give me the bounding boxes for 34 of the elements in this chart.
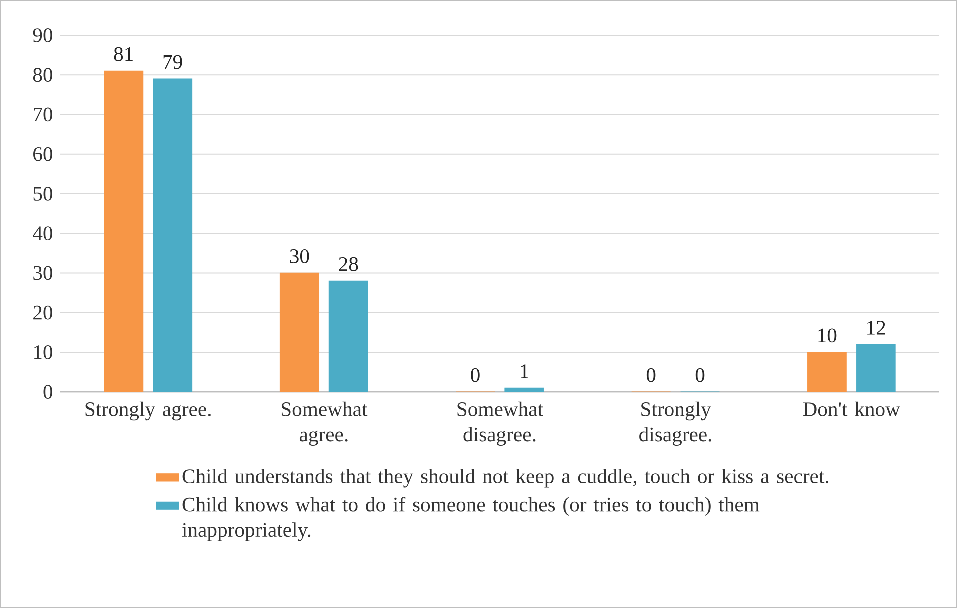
data-label: 1: [521, 364, 528, 378]
bar: [807, 352, 847, 392]
data-label: 0: [696, 368, 705, 382]
y-tick-label: 80: [33, 68, 52, 82]
y-tick-label: 70: [34, 108, 52, 122]
data-label: 81: [114, 47, 133, 62]
y-tick-label: 30: [34, 266, 52, 280]
data-label: 30: [290, 249, 310, 264]
data-label: 12: [868, 320, 886, 335]
y-tick-label: 40: [33, 226, 52, 240]
bar: [153, 78, 193, 392]
data-label: 0: [646, 368, 656, 382]
data-label: 10: [818, 328, 837, 342]
y-tick-label: 0: [44, 384, 52, 399]
legend-label: Child understands that they should not keep a cuddle, touch or kiss a secret.: [182, 468, 829, 488]
y-tick-label: 50: [34, 186, 52, 201]
data-label: 79: [164, 55, 182, 70]
bar: [280, 272, 320, 392]
y-tick-label: 90: [33, 28, 52, 42]
x-tick-label: Somewhat disagree.: [458, 402, 544, 446]
x-tick-label: Somewhat agree.: [282, 402, 368, 446]
bar: [328, 280, 368, 392]
legend-label: Child knows what to do if someone touches (or tries to touch) them inappropriately.: [182, 496, 760, 542]
y-tick-label: 60: [34, 147, 52, 162]
y-tick-label: 10: [34, 345, 52, 360]
data-label: 0: [471, 368, 480, 382]
x-tick-label: Strongly agree.: [86, 402, 211, 420]
x-tick-label: Don't know: [803, 402, 900, 416]
bar: [504, 388, 544, 392]
x-tick-label: Strongly disagree.: [640, 402, 712, 446]
bar: [104, 70, 144, 392]
y-tick-label: 20: [34, 306, 52, 320]
data-label: 28: [339, 257, 358, 272]
bar: [856, 344, 896, 392]
